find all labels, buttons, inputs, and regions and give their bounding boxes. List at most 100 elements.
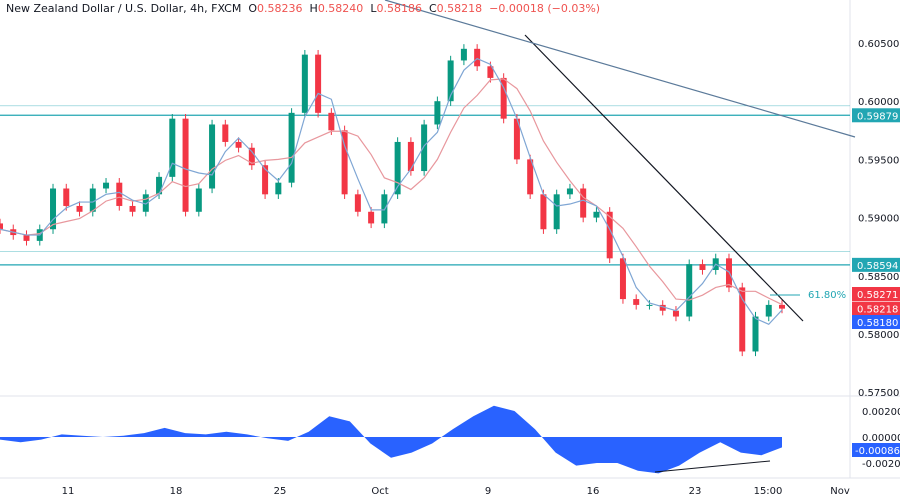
candle: [527, 159, 534, 195]
candle: [593, 211, 600, 218]
candle: [487, 66, 494, 78]
candle: [63, 188, 70, 206]
candle: [540, 194, 547, 230]
candle: [328, 112, 335, 131]
open-label: O: [248, 2, 258, 15]
candle: [447, 60, 454, 102]
price-tag: [852, 287, 900, 301]
candle: [76, 205, 83, 212]
candle: [50, 188, 57, 230]
candle: [580, 188, 587, 218]
price-tick: 0.58000: [858, 330, 899, 341]
candle: [248, 147, 255, 166]
candle: [606, 211, 613, 259]
candle: [500, 77, 507, 119]
osc-value-tag: [852, 443, 900, 457]
candle: [633, 299, 640, 305]
low-value: 0.58186: [376, 2, 422, 15]
osc-tick: 0.00000: [862, 433, 900, 444]
candle: [315, 54, 322, 113]
high-value: 0.58240: [317, 2, 364, 15]
candle: [368, 211, 375, 224]
price-tick: 0.60500: [858, 39, 899, 50]
candle: [686, 264, 693, 317]
candle: [646, 304, 653, 306]
high-label: H: [309, 2, 318, 15]
price-tag-label: 0.58271: [857, 290, 898, 301]
trendline-black: [524, 34, 804, 322]
fib-label: 61.80%: [808, 290, 846, 301]
candle: [129, 205, 136, 212]
price-tag-label: 0.58218: [857, 305, 898, 316]
candle: [195, 188, 202, 212]
candle: [341, 130, 348, 195]
candle: [156, 176, 163, 195]
candle: [699, 264, 706, 270]
candle: [407, 141, 414, 172]
candle: [672, 310, 679, 317]
candle: [566, 188, 573, 195]
price-tick: 0.59000: [858, 214, 899, 225]
close-value: 0.58218: [436, 2, 483, 15]
low-label: L: [370, 2, 377, 15]
price-tag: [852, 257, 900, 272]
candle: [262, 165, 269, 195]
price-tag-label: 0.59879: [857, 111, 898, 122]
candle: [394, 141, 401, 195]
price-tick: 0.59500: [858, 155, 899, 166]
candle: [209, 124, 216, 189]
time-tick: 25: [274, 486, 287, 497]
time-tick: 18: [170, 486, 183, 497]
close-label: C: [428, 2, 437, 15]
price-tag: [852, 315, 900, 329]
moving-average-fast: [0, 57, 783, 326]
candle: [142, 194, 149, 212]
candle: [739, 287, 746, 352]
candle: [434, 101, 441, 125]
candle: [474, 48, 481, 67]
time-tick: Oct: [371, 486, 388, 497]
price-tick: 0.60000: [858, 97, 899, 108]
open-value: 0.58236: [257, 2, 303, 15]
price-tag: [852, 108, 900, 123]
candle: [169, 118, 176, 177]
candle: [0, 223, 3, 230]
moving-average-slow: [0, 78, 783, 306]
change-value: −0.00018 (−0.03%): [489, 2, 601, 15]
price-tag: [852, 301, 900, 316]
candle: [235, 141, 242, 148]
candle: [553, 194, 560, 230]
candle: [779, 304, 785, 309]
candle: [288, 112, 295, 183]
time-tick: 23: [689, 486, 702, 497]
candle: [765, 304, 772, 317]
candle: [89, 188, 96, 212]
time-tick: 15:00: [754, 486, 783, 497]
candle: [103, 182, 110, 189]
symbol-title: New Zealand Dollar / U.S. Dollar, 4h, FX…: [6, 2, 242, 15]
time-tick: 9: [485, 486, 491, 497]
candle: [659, 304, 666, 311]
candle: [460, 48, 467, 61]
price-tag-label: 0.58180: [857, 318, 898, 329]
price-tag-label: 0.58594: [857, 261, 898, 272]
time-tick: Nov: [830, 486, 850, 497]
candle: [116, 182, 123, 206]
candle: [513, 118, 520, 160]
candle: [23, 235, 30, 241]
candle: [421, 124, 428, 172]
price-tick: 0.58500: [858, 272, 899, 283]
chart-legend: New Zealand Dollar / U.S. Dollar, 4h, FX…: [6, 2, 600, 15]
candle: [752, 316, 759, 352]
candle: [354, 194, 361, 212]
osc-value-label: -0.00086: [855, 446, 900, 457]
price-tick: 0.57500: [858, 388, 899, 399]
candle: [619, 258, 626, 300]
divergence-line: [654, 460, 771, 473]
time-tick: 16: [587, 486, 600, 497]
osc-tick: -0.00200: [862, 459, 900, 470]
oscillator-area: [0, 405, 782, 474]
osc-tick: 0.00200: [862, 407, 900, 418]
candle: [301, 54, 308, 113]
